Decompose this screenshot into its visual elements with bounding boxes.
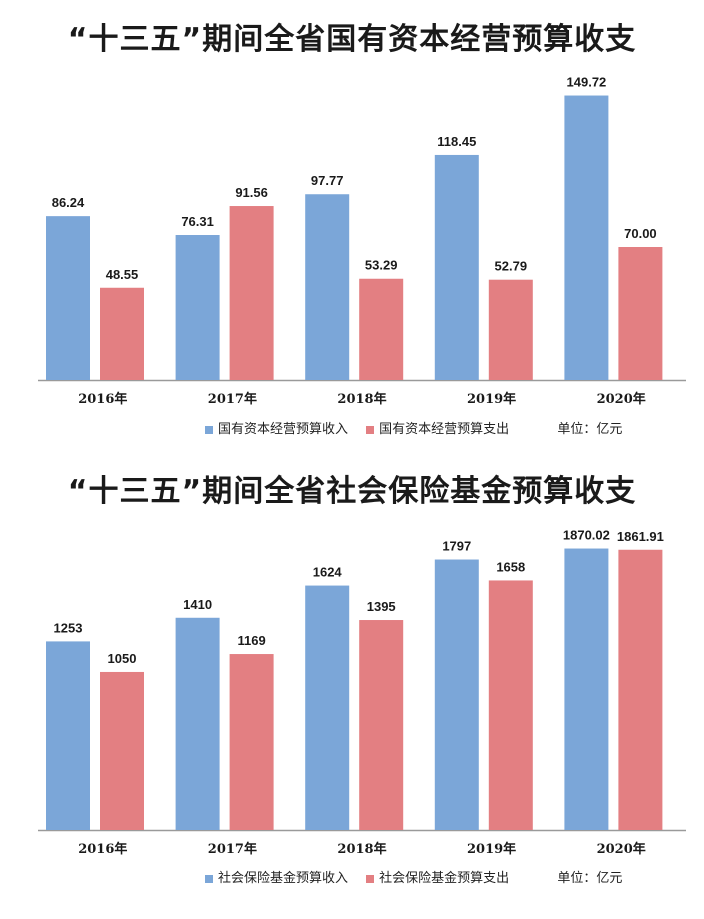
chart-title: “十三五”期间全省国有资本经营预算收支 [67,22,637,57]
chart-state-capital-budget: “十三五”期间全省国有资本经营预算收支 86.24 48.55 2016年 76.31… [0,0,704,450]
legend-item-expense: 社会保险基金预算支出 [366,871,509,886]
x-tick-label: 2020年 [597,391,646,407]
bar-expense [488,580,533,830]
data-label-expense: 1169 [237,633,265,648]
data-label-expense: 1658 [496,559,525,574]
data-label-expense: 1861.91 [617,529,664,544]
bar-income [434,154,479,380]
data-label-expense: 1050 [108,651,137,666]
data-label-income: 1410 [183,597,212,612]
legend-item-income: 国有资本经营预算收入 [205,422,348,437]
x-tick-label: 2017年 [208,841,257,857]
data-label-expense: 52.79 [495,259,528,274]
bar-expense [229,654,274,830]
bar-chart-plot: 1253 1050 2016年 1410 1169 2017年 1624 1395 2018年 1… [38,528,686,857]
x-tick-label: 2019年 [467,391,516,407]
bar-expense [100,671,144,830]
bar-expense [618,549,663,830]
x-tick-label: 2018年 [337,391,386,407]
legend-swatch-income [205,874,213,883]
bar-income [564,548,609,830]
data-label-income: 118.45 [437,134,476,149]
bar-expense [229,206,274,380]
bar-income [46,641,90,830]
bar-expense [359,278,404,380]
legend-label-expense: 社会保险基金预算支出 [379,871,510,886]
legend-swatch-expense [366,874,375,883]
data-label-income: 1870.02 [563,528,610,543]
chart-legend: 社会保险基金预算收入 社会保险基金预算支出 单位：亿元 [205,867,622,886]
bar-expense [359,620,404,830]
bar-income [175,235,220,380]
data-label-expense: 53.29 [365,258,398,273]
bar-income [305,585,350,830]
legend-swatch-income [205,425,213,434]
data-label-income: 76.31 [181,214,214,229]
bar-income [175,617,220,830]
data-label-income: 1624 [313,565,343,580]
data-label-income: 149.72 [567,75,607,90]
chart-social-insurance-budget: “十三五”期间全省社会保险基金预算收支 1253 1050 2016年 1410 116… [0,450,704,919]
data-label-income: 97.77 [311,173,344,188]
x-tick-label: 2018年 [337,841,386,857]
data-label-income: 86.24 [52,195,85,210]
unit-label: 单位：亿元 [557,422,623,437]
bar-expense [618,247,663,380]
chart-title: “十三五”期间全省社会保险基金预算收支 [67,474,637,509]
bar-income [46,216,90,380]
bar-chart-plot: 86.24 48.55 2016年 76.31 91.56 2017年 97.77 53.29… [38,75,686,407]
x-tick-label: 2020年 [597,841,646,857]
x-tick-label: 2016年 [78,391,127,407]
bar-expense [488,279,533,380]
bar-income [564,95,609,381]
data-label-expense: 1395 [367,599,396,614]
data-label-expense: 48.55 [106,267,139,282]
legend-label-expense: 国有资本经营预算支出 [379,422,510,437]
x-tick-label: 2019年 [467,841,516,857]
legend-label-income: 社会保险基金预算收入 [218,871,349,886]
unit-label: 单位：亿元 [557,871,623,886]
data-label-expense: 91.56 [235,185,268,200]
data-label-income: 1797 [442,539,471,554]
bar-income [434,559,479,830]
x-tick-label: 2017年 [208,391,257,407]
chart-legend: 国有资本经营预算收入 国有资本经营预算支出 单位：亿元 [205,418,622,437]
x-tick-label: 2016年 [78,841,127,857]
data-label-expense: 70.00 [624,226,657,241]
legend-item-income: 社会保险基金预算收入 [205,871,348,886]
legend-label-income: 国有资本经营预算收入 [218,422,349,437]
bar-income [305,194,350,380]
legend-swatch-expense [366,425,375,434]
bar-expense [100,287,144,380]
legend-item-expense: 国有资本经营预算支出 [366,422,509,437]
data-label-income: 1253 [54,620,83,635]
